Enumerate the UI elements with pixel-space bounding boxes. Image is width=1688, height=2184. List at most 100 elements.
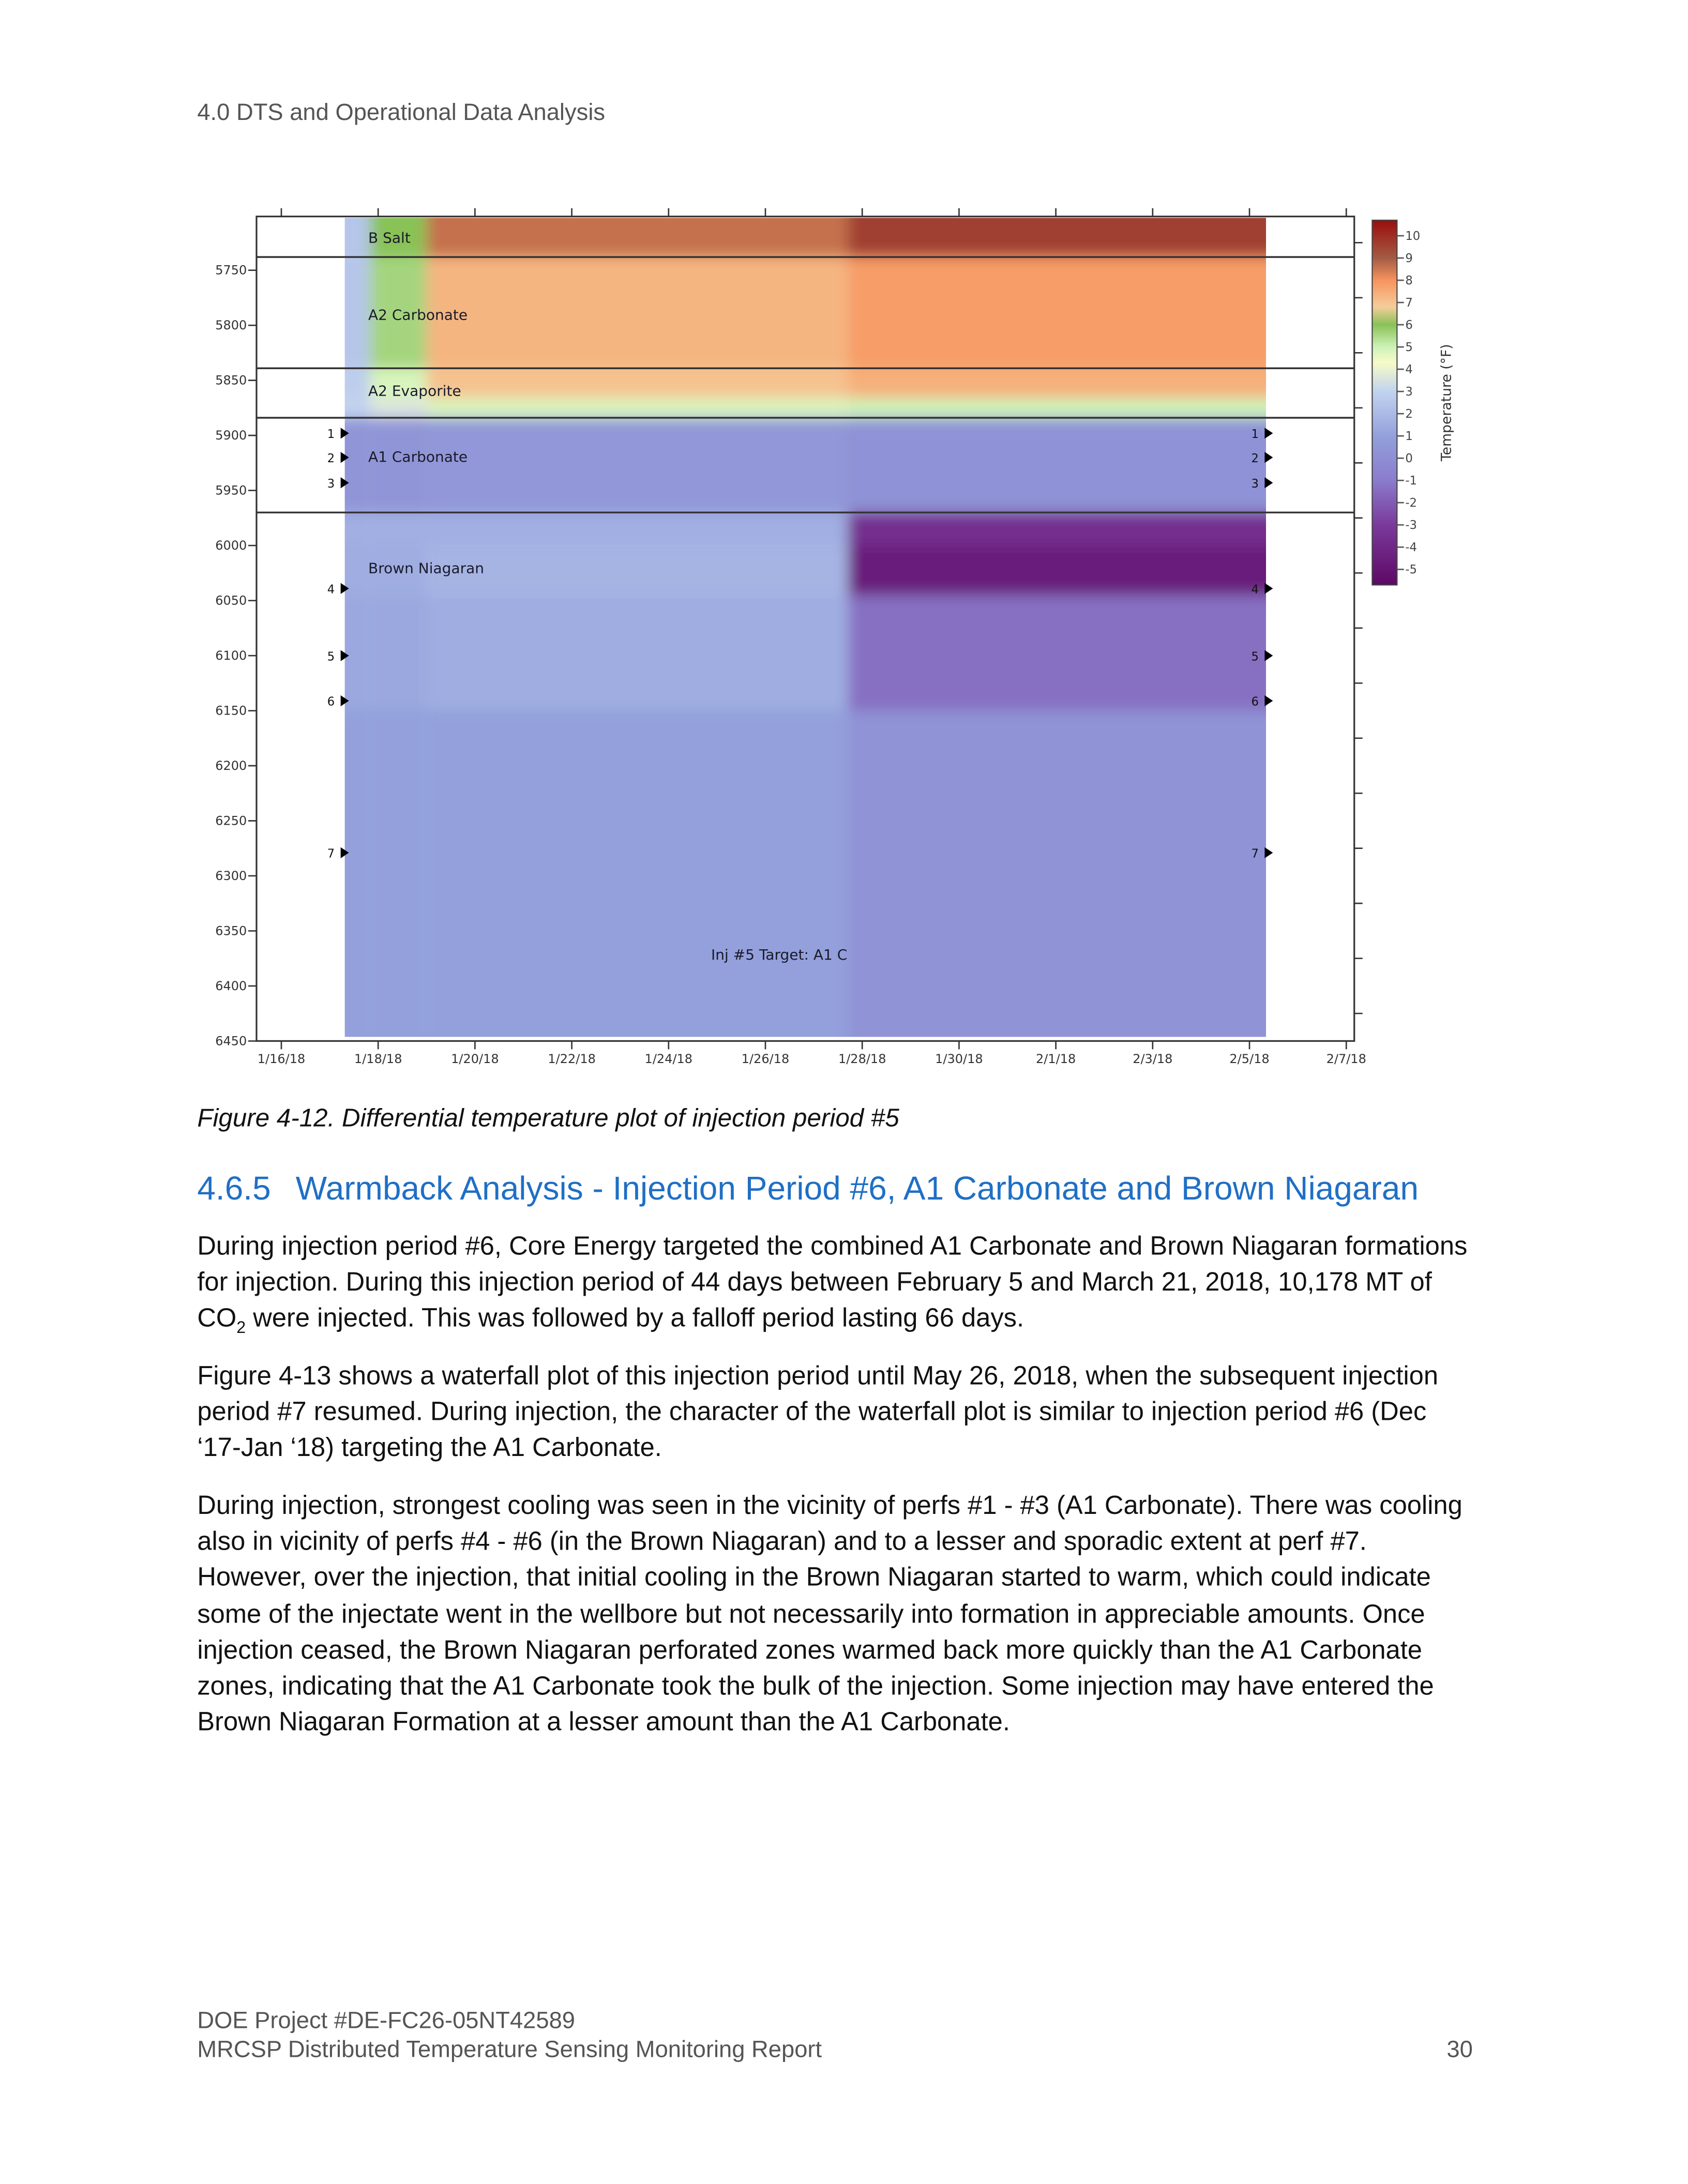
x-tick-label: 1/16/18	[258, 1052, 306, 1066]
paragraph-3: During injection, strongest cooling was …	[197, 1492, 1463, 1738]
x-tick-label: 1/30/18	[935, 1052, 983, 1066]
y-tick-label: 6050	[215, 594, 247, 608]
heatmap-cell	[344, 710, 370, 1037]
colorbar-tick-label: 7	[1405, 296, 1412, 310]
y-tick-label: 5850	[215, 373, 247, 388]
y-tick-label: 5750	[215, 263, 247, 278]
colorbar-tick-label: 1	[1405, 430, 1412, 443]
section-title: Warmback Analysis - Injection Period #6,…	[295, 1171, 1419, 1208]
x-tick-label: 1/26/18	[742, 1052, 790, 1066]
plot-border	[255, 216, 1355, 1042]
formation-label: Brown Niagaran	[368, 559, 484, 577]
y-tick-label: 6250	[215, 813, 247, 828]
target-annotation: Inj #5 Target: A1 C	[711, 946, 847, 963]
perforation-marker-icon	[340, 847, 349, 858]
y-tick-label: 6000	[215, 538, 247, 553]
heatmap-cell	[370, 418, 427, 513]
heatmap-cell	[370, 368, 427, 398]
colorbar-tick-label: 5	[1405, 341, 1412, 354]
figure-caption: Figure 4-12. Differential temperature pl…	[197, 1103, 899, 1132]
colorbar-tick-label: 0	[1405, 452, 1412, 465]
formation-label: A2 Carbonate	[368, 307, 468, 324]
formation-label: A2 Evaporite	[368, 382, 461, 399]
heatmap-cells	[344, 218, 1267, 1037]
heatmap-cell	[426, 398, 848, 418]
perforation-label: 2	[327, 452, 335, 465]
perforation-marker-icon	[1264, 583, 1273, 594]
co2-subscript: 2	[236, 1318, 246, 1338]
perforation-label: 6	[327, 695, 335, 709]
colorbar-tick-label: 9	[1405, 252, 1412, 265]
heatmap-cell	[344, 218, 370, 257]
perforation-label: 2	[1251, 452, 1258, 465]
paragraph-2: Figure 4-13 shows a waterfall plot of th…	[197, 1362, 1439, 1464]
heatmap-cell	[370, 545, 427, 595]
heatmap-cell	[426, 218, 848, 257]
heatmap-cell	[848, 710, 1267, 1037]
perforation-label: 6	[1251, 695, 1258, 709]
perforation-label: 1	[327, 428, 335, 441]
colorbar-tick-label: -5	[1405, 563, 1417, 577]
heatmap-cell	[426, 418, 848, 513]
heatmap-cell	[344, 398, 370, 418]
perforation-marker-icon	[340, 583, 349, 594]
perforation-label: 7	[327, 847, 335, 861]
perforation-label: 4	[1251, 583, 1258, 596]
heatmap-cell	[848, 512, 1267, 546]
x-tick-label: 2/5/18	[1229, 1052, 1269, 1066]
paragraph-1: During injection period #6, Core Energy …	[197, 1230, 1473, 1346]
x-tick-label: 1/24/18	[645, 1052, 693, 1066]
heatmap-cell	[426, 545, 848, 595]
heatmap-cell	[370, 595, 427, 711]
perforation-marker-icon	[340, 428, 349, 439]
colorbar-tick-label: 10	[1405, 230, 1420, 243]
y-tick-label: 5800	[215, 318, 247, 332]
heatmap-cell	[848, 418, 1267, 513]
y-tick-label: 6450	[215, 1034, 247, 1048]
perforation-marker-icon	[1264, 452, 1273, 463]
y-tick-label: 6350	[215, 923, 247, 938]
section-number: 4.6.5	[197, 1171, 271, 1208]
heatmap-cell	[848, 398, 1267, 418]
perforation-marker-icon	[340, 452, 349, 463]
perforation-marker-icon	[340, 650, 349, 661]
colorbar-tick-label: 3	[1405, 385, 1412, 399]
heatmap-cell	[426, 257, 848, 369]
x-tick-label: 2/7/18	[1327, 1052, 1366, 1066]
x-tick-label: 1/20/18	[451, 1052, 499, 1066]
perforation-marker-icon	[1264, 428, 1273, 439]
colorbar-tick-label: -1	[1405, 474, 1417, 488]
colorbar	[1372, 219, 1398, 586]
colorbar-tick-label: 4	[1405, 363, 1412, 376]
heatmap-cell	[344, 257, 370, 369]
colorbar-tick-label: 6	[1405, 318, 1412, 332]
plot-frame	[255, 216, 1355, 1042]
colorbar-tick-label: -3	[1405, 519, 1417, 532]
heatmap-cell	[344, 545, 370, 595]
heatmap-cell	[848, 545, 1267, 595]
y-tick-label: 6150	[215, 704, 247, 718]
perforation-label: 5	[327, 650, 335, 663]
paragraph-1-text: During injection period #6, Core Energy …	[197, 1233, 1468, 1334]
x-tick-label: 1/18/18	[354, 1052, 402, 1066]
heatmap-cell	[426, 595, 848, 711]
heatmap-cell	[344, 595, 370, 711]
y-tick-label: 6100	[215, 648, 247, 663]
x-tick-label: 2/3/18	[1133, 1052, 1172, 1066]
heatmap-cell	[426, 512, 848, 546]
heatmap-cell	[370, 398, 427, 418]
perforation-label: 1	[1251, 428, 1258, 441]
heatmap-cell	[426, 368, 848, 398]
x-tick-label: 2/1/18	[1036, 1052, 1076, 1066]
perforation-label: 3	[327, 477, 335, 491]
heatmap-cell	[344, 512, 370, 546]
footer-report: MRCSP Distributed Temperature Sensing Mo…	[197, 2036, 822, 2063]
formation-label: B Salt	[368, 229, 411, 246]
differential-temperature-heatmap: 1/16/18 1/18/18 1/20/18 1/22/18 1/24/18 1/26/…	[215, 208, 1454, 1066]
perforation-marker-icon	[340, 695, 349, 707]
heatmap-cell	[848, 595, 1267, 711]
perforation-label: 3	[1251, 477, 1258, 491]
perforation-marker-icon	[1264, 695, 1273, 707]
colorbar-tick-label: 8	[1405, 274, 1412, 287]
